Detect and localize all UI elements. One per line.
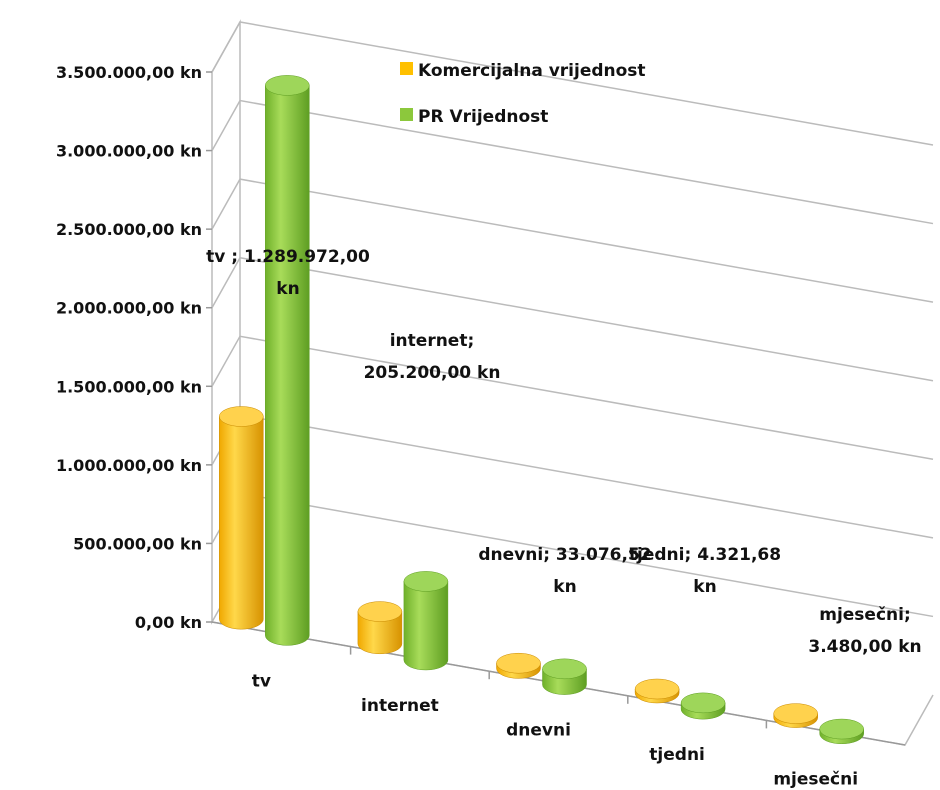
data-labels: tv ; 1.289.972,00 kn internet; 205.200,00 k…	[206, 247, 921, 657]
y-tick-label: 500.000,00 kn	[73, 534, 202, 553]
bar-top	[542, 658, 587, 680]
gridlines	[211, 21, 934, 618]
data-label-tv: tv ; 1.289.972,00 kn	[206, 247, 370, 299]
bar-body	[403, 581, 449, 671]
x-axis-category-ticks: tv internet dnevni tjedni mjesečni	[252, 646, 858, 790]
y-tick-label: 2.500.000,00 kn	[56, 220, 202, 239]
y-tick-label: 2.000.000,00 kn	[56, 299, 202, 318]
legend-label: Komercijalna vrijednost	[418, 61, 646, 81]
gridline	[211, 335, 934, 461]
bar-top	[357, 601, 403, 622]
bar-pr-vrijednost-tv	[265, 75, 310, 646]
y-tick-label: 3.000.000,00 kn	[56, 142, 202, 161]
y-axis-ticks: 0,00 kn 500.000,00 kn 1.000.000,00 kn 1.500…	[56, 63, 212, 632]
bar-pr-vrijednost-mjesečni	[819, 718, 864, 745]
legend-label: PR Vrijednost	[418, 107, 548, 127]
bar-komercijalna-vrijednost-mjesečni	[773, 703, 818, 728]
y-tick-label: 1.500.000,00 kn	[56, 377, 202, 396]
y-tick-label: 3.500.000,00 kn	[56, 63, 202, 82]
bar-top	[773, 703, 818, 724]
legend: Komercijalna vrijednost PR Vrijednost	[400, 61, 646, 127]
bar-pr-vrijednost-internet	[403, 571, 449, 671]
data-label-dnevni: dnevni; 33.076,52 kn	[478, 545, 651, 597]
data-label-internet: internet; 205.200,00 kn	[364, 331, 501, 383]
data-label-tjedni: tjedni; 4.321,68 kn	[629, 545, 781, 597]
y-tick-label: 0,00 kn	[135, 613, 202, 632]
gridline	[211, 414, 934, 539]
bar-komercijalna-vrijednost-tv	[219, 406, 264, 630]
bar-top	[819, 718, 864, 740]
gridline	[211, 256, 934, 382]
bar-top	[265, 75, 310, 96]
bar-pr-vrijednost-dnevni	[542, 658, 587, 695]
bar-body	[265, 85, 310, 646]
bar-body	[357, 611, 403, 655]
bar-top	[496, 652, 541, 674]
y-tick-label: 1.000.000,00 kn	[56, 456, 202, 475]
bar-komercijalna-vrijednost-tjedni	[634, 678, 680, 704]
legend-swatch	[400, 108, 413, 121]
legend-swatch	[400, 62, 413, 75]
bar-pr-vrijednost-tjedni	[680, 692, 726, 720]
category-label: tjedni	[649, 745, 705, 765]
bars	[219, 75, 864, 745]
bar-top	[219, 406, 264, 427]
bar-body	[219, 416, 264, 630]
bar-top	[634, 678, 680, 700]
category-label: internet	[361, 696, 439, 716]
bar-top	[403, 571, 449, 592]
bar-komercijalna-vrijednost-dnevni	[496, 652, 541, 679]
category-label: dnevni	[506, 721, 571, 741]
gridline	[211, 21, 934, 146]
data-label-mjesečni: mjesečni; 3.480,00 kn	[808, 605, 921, 657]
gridline	[211, 178, 934, 303]
gridline	[211, 99, 934, 225]
category-label: mjesečni	[773, 770, 858, 790]
bar-komercijalna-vrijednost-internet	[357, 601, 403, 655]
category-label: tv	[252, 671, 271, 691]
bar-top	[680, 692, 726, 714]
